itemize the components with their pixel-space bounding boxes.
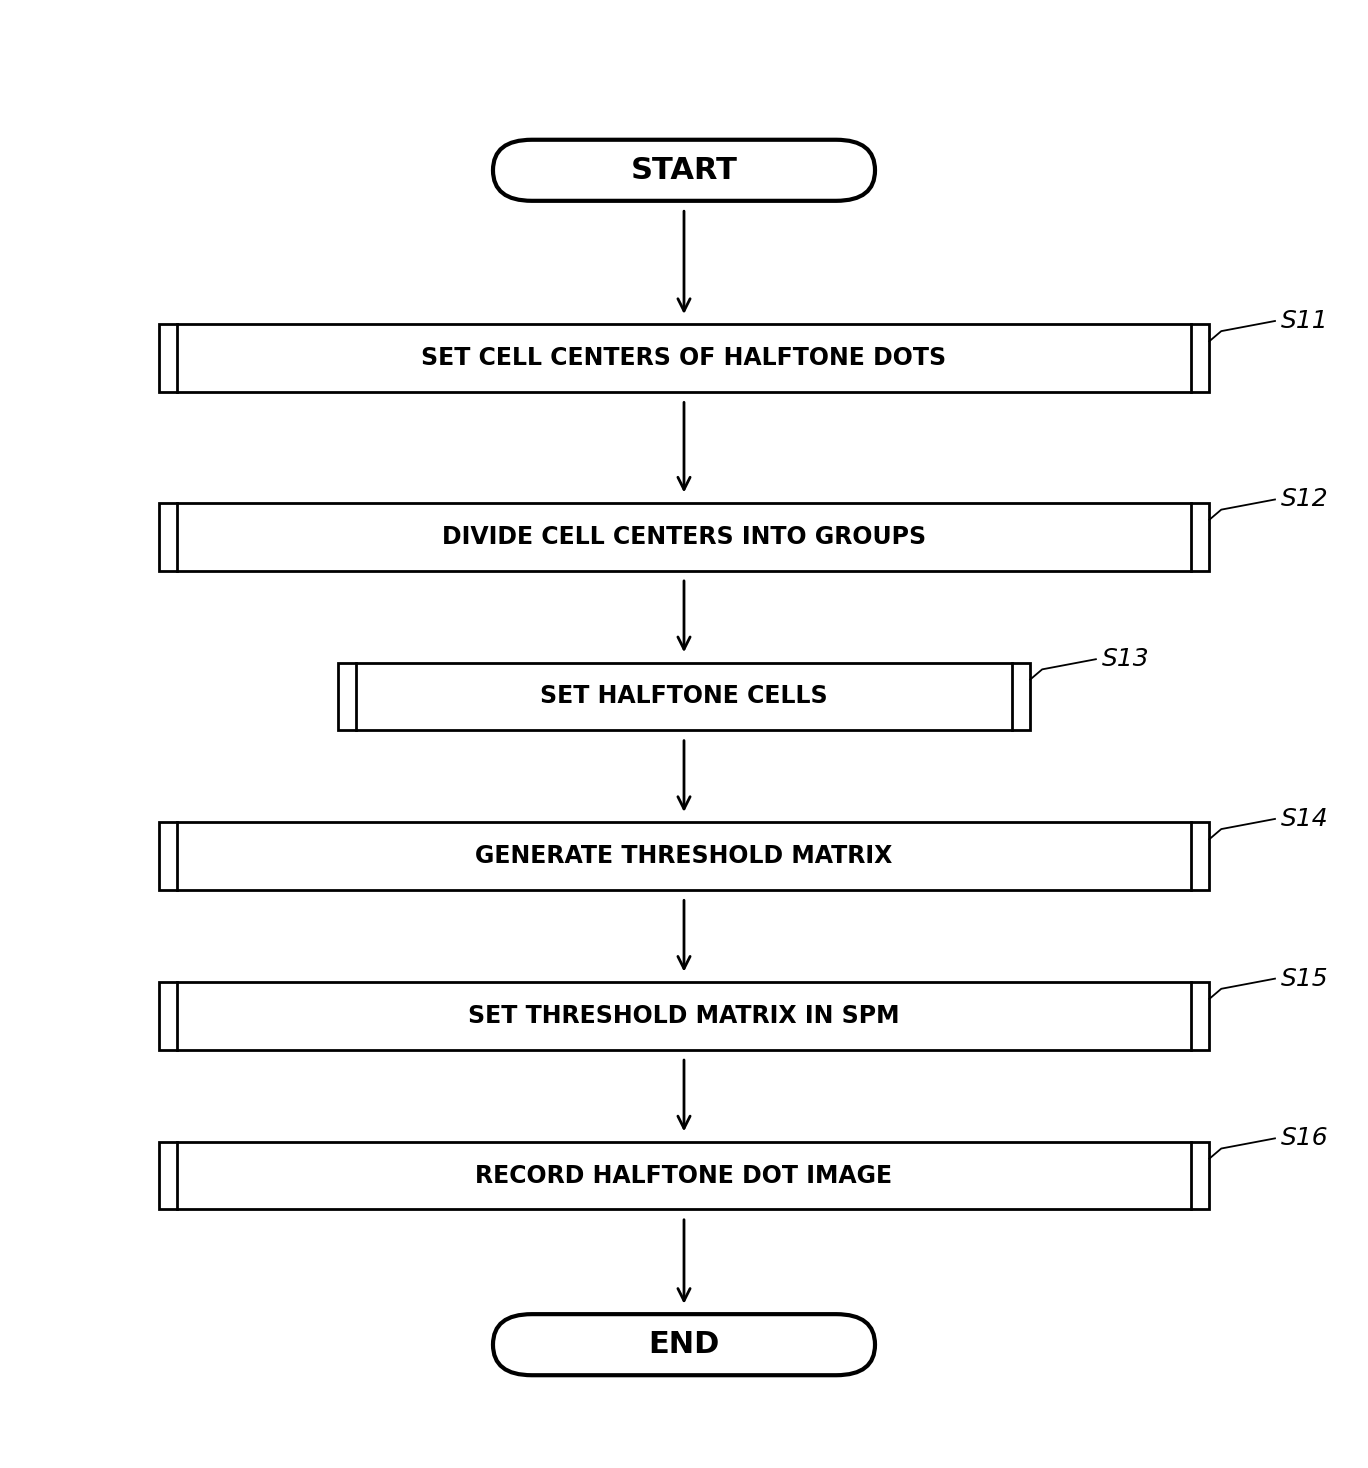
Bar (338, 662, 1030, 730)
Bar (159, 324, 1209, 392)
Text: S12: S12 (1280, 487, 1328, 511)
Bar (159, 504, 1209, 571)
Text: GENERATE THRESHOLD MATRIX: GENERATE THRESHOLD MATRIX (475, 844, 893, 868)
Text: END: END (648, 1330, 720, 1359)
Text: S15: S15 (1280, 966, 1328, 991)
Text: S16: S16 (1280, 1126, 1328, 1151)
Bar (159, 822, 1209, 890)
Text: SET THRESHOLD MATRIX IN SPM: SET THRESHOLD MATRIX IN SPM (468, 1004, 900, 1028)
Bar (159, 1142, 1209, 1210)
Text: S14: S14 (1280, 807, 1328, 831)
Text: START: START (631, 156, 737, 185)
Text: SET CELL CENTERS OF HALFTONE DOTS: SET CELL CENTERS OF HALFTONE DOTS (421, 346, 947, 370)
Text: SET HALFTONE CELLS: SET HALFTONE CELLS (540, 684, 828, 709)
Text: S11: S11 (1280, 308, 1328, 333)
Bar (159, 982, 1209, 1050)
FancyBboxPatch shape (492, 1314, 876, 1376)
FancyBboxPatch shape (492, 139, 876, 201)
Text: DIVIDE CELL CENTERS INTO GROUPS: DIVIDE CELL CENTERS INTO GROUPS (442, 524, 926, 549)
Text: S13: S13 (1101, 647, 1149, 671)
Text: RECORD HALFTONE DOT IMAGE: RECORD HALFTONE DOT IMAGE (476, 1164, 892, 1188)
